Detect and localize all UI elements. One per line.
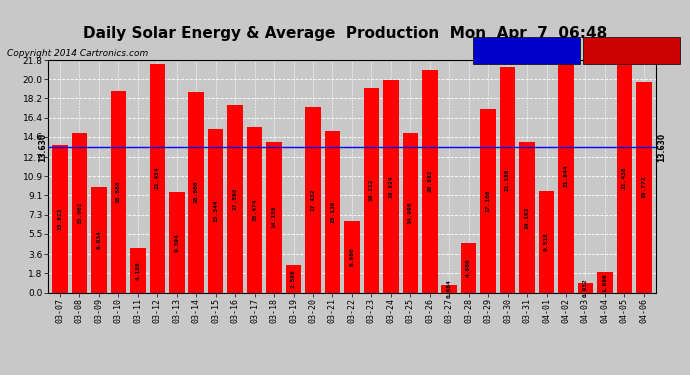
Bar	[169, 192, 184, 292]
Bar	[500, 66, 515, 292]
Text: 17.432: 17.432	[310, 188, 315, 211]
Bar	[247, 128, 262, 292]
Bar	[402, 132, 418, 292]
Bar	[110, 91, 126, 292]
Text: Copyright 2014 Cartronics.com: Copyright 2014 Cartronics.com	[7, 49, 148, 58]
Bar	[150, 64, 165, 292]
Bar	[383, 80, 399, 292]
Text: 21.844: 21.844	[564, 165, 569, 187]
Text: Daily Solar Energy & Average  Production  Mon  Apr  7  06:48: Daily Solar Energy & Average Production …	[83, 26, 607, 41]
Text: 4.188: 4.188	[135, 261, 140, 279]
Text: 19.772: 19.772	[641, 176, 647, 198]
Text: 0.932: 0.932	[583, 278, 588, 297]
Text: 18.888: 18.888	[116, 180, 121, 203]
Text: 19.924: 19.924	[388, 175, 393, 198]
Bar	[325, 131, 340, 292]
Bar	[130, 248, 146, 292]
Bar	[539, 191, 554, 292]
Text: 4.660: 4.660	[466, 258, 471, 277]
Text: 9.934: 9.934	[97, 230, 101, 249]
Text: Daily  (kWh): Daily (kWh)	[602, 46, 660, 55]
Bar	[597, 272, 613, 292]
Bar	[188, 92, 204, 292]
Text: 2.598: 2.598	[291, 269, 296, 288]
Bar	[266, 141, 282, 292]
Text: 6.660: 6.660	[349, 248, 355, 266]
Text: 14.102: 14.102	[524, 206, 529, 228]
Bar	[558, 60, 574, 292]
Text: 0.664: 0.664	[446, 280, 452, 298]
Bar	[208, 129, 224, 292]
Text: 15.002: 15.002	[77, 201, 82, 224]
Bar	[72, 132, 87, 292]
Text: 19.212: 19.212	[369, 179, 374, 201]
Bar	[344, 222, 359, 292]
Text: 13.630: 13.630	[38, 133, 47, 162]
Text: Average  (kWh): Average (kWh)	[489, 46, 563, 55]
Text: 9.518: 9.518	[544, 232, 549, 251]
Bar	[442, 285, 457, 292]
Bar	[461, 243, 477, 292]
Bar	[578, 282, 593, 292]
Bar	[52, 145, 68, 292]
Bar	[636, 82, 651, 292]
Text: 17.160: 17.160	[486, 190, 491, 212]
Text: 13.630: 13.630	[657, 133, 666, 162]
Text: 15.474: 15.474	[252, 199, 257, 221]
Bar	[286, 265, 302, 292]
Bar	[520, 142, 535, 292]
Text: 15.136: 15.136	[330, 201, 335, 223]
Text: 1.890: 1.890	[602, 273, 607, 292]
Bar	[305, 106, 321, 292]
Text: 9.394: 9.394	[175, 233, 179, 252]
Text: 21.454: 21.454	[155, 167, 160, 189]
Bar	[91, 186, 107, 292]
Bar	[480, 110, 496, 292]
Text: 21.438: 21.438	[622, 167, 627, 189]
Bar	[617, 64, 632, 292]
Text: 15.344: 15.344	[213, 200, 218, 222]
Text: 13.822: 13.822	[57, 207, 63, 230]
Text: 18.800: 18.800	[194, 181, 199, 204]
Text: 17.598: 17.598	[233, 188, 237, 210]
Text: 21.188: 21.188	[505, 168, 510, 191]
Text: 20.882: 20.882	[427, 170, 432, 192]
Text: 14.998: 14.998	[408, 201, 413, 224]
Bar	[364, 88, 379, 292]
Text: 14.158: 14.158	[272, 206, 277, 228]
Bar	[422, 70, 437, 292]
Bar	[227, 105, 243, 292]
